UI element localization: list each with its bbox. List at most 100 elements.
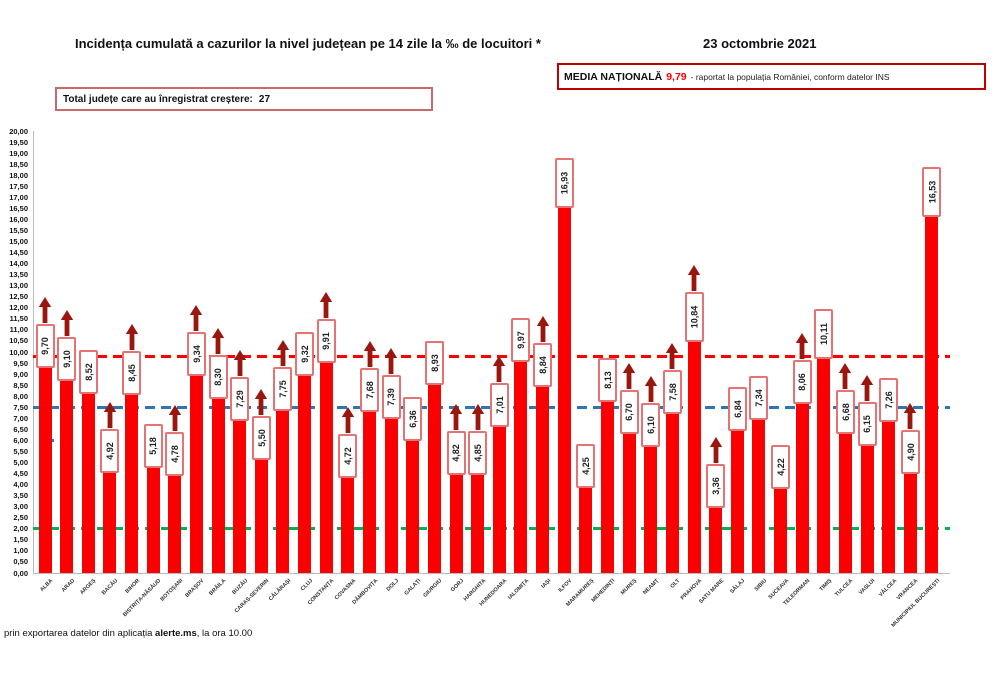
bar (81, 384, 95, 573)
y-axis-tick-label: 19,50 (9, 137, 28, 147)
y-axis-tick-label: 17,00 (9, 192, 28, 202)
bar-value-text: 16,93 (559, 171, 570, 195)
bar (795, 394, 809, 573)
bar-value-text: 7,01 (494, 396, 505, 414)
bar-value-label: 4,85 (468, 430, 488, 475)
bar (600, 393, 614, 573)
bar-value-label: 6,10 (641, 403, 661, 448)
bar-value-text: 10,84 (689, 306, 700, 329)
y-axis-tick-label: 13,50 (9, 270, 28, 280)
bar-value-label: 4,78 (165, 432, 185, 477)
national-average-line (33, 355, 950, 359)
bar-value-text: 4,25 (580, 457, 591, 475)
total-increase-value: 27 (258, 93, 271, 105)
footer-app-name: alerte.ms (155, 628, 197, 639)
y-axis-tick-label: 9,50 (13, 358, 28, 368)
bar-value-text: 8,52 (83, 362, 94, 381)
bar (125, 386, 139, 573)
national-average-note: - raportat la populația României, confor… (690, 71, 890, 82)
increase-arrow-icon (622, 362, 636, 389)
bar-value-text: 7,58 (667, 383, 678, 402)
national-average-box: MEDIA NAȚIONALĂ 9,79 - raportat la popul… (557, 63, 986, 90)
y-axis-tick-label: 2,00 (13, 524, 28, 534)
bar (709, 498, 723, 573)
bar-value-label: 9,32 (295, 332, 315, 377)
increase-arrow-icon (38, 296, 52, 323)
bar (427, 375, 441, 573)
bar-value-text: 7,34 (753, 389, 764, 407)
bar-value-label: 9,70 (35, 323, 55, 368)
bar (146, 458, 160, 573)
increase-arrow-icon (903, 402, 917, 429)
increase-arrow-icon (449, 404, 463, 431)
y-axis-tick-label: 11,00 (9, 325, 28, 335)
bar-value-text: 4,90 (905, 442, 916, 461)
y-axis-tick-label: 0,00 (13, 568, 28, 578)
national-average-value: 9,79 (666, 70, 687, 83)
bar-value-text: 4,78 (169, 445, 180, 464)
bar (665, 405, 679, 573)
y-axis-tick-label: 11,50 (9, 314, 28, 324)
y-axis-tick-label: 15,50 (9, 225, 28, 235)
bar-value-label: 9,91 (316, 318, 336, 363)
y-axis-tick-label: 7,50 (13, 402, 28, 412)
threshold-2-line (33, 527, 950, 531)
y-axis-tick-label: 18,00 (9, 170, 28, 180)
bar-value-label: 6,84 (727, 386, 747, 431)
bar-value-text: 7,68 (364, 381, 375, 400)
bar-value-label: 4,90 (900, 429, 920, 474)
bar-value-label: 8,93 (424, 340, 444, 385)
report-date: 23 octombrie 2021 (703, 36, 817, 51)
threshold-6-short-mark (44, 438, 76, 442)
bar (774, 479, 788, 573)
y-axis-tick-label: 3,00 (13, 502, 28, 512)
national-average-label: MEDIA NAȚIONALĂ (564, 70, 663, 83)
bar (60, 371, 74, 573)
bar-value-text: 8,45 (126, 364, 137, 383)
bar-value-label: 8,30 (208, 354, 228, 399)
y-axis-tick-label: 14,50 (9, 248, 28, 258)
y-axis-tick-label: 1,00 (13, 546, 28, 556)
increase-arrow-icon (536, 315, 550, 342)
increase-arrow-icon (103, 402, 117, 429)
y-axis-tick-label: 7,00 (13, 413, 28, 423)
bar-value-label: 8,52 (78, 349, 98, 394)
bar-value-text: 4,82 (451, 444, 462, 463)
bar-value-text: 8,93 (429, 353, 440, 372)
bar-value-text: 7,26 (883, 390, 894, 409)
y-axis-tick-label: 1,50 (13, 535, 28, 545)
bar (860, 437, 874, 573)
y-axis-tick-label: 8,50 (13, 380, 28, 390)
bar-value-text: 7,39 (386, 387, 397, 406)
bar-value-label: 4,22 (771, 444, 791, 489)
bar (276, 401, 290, 573)
increase-arrow-icon (687, 265, 701, 292)
bar-value-label: 6,15 (857, 402, 877, 447)
y-axis-tick-label: 20,00 (9, 126, 28, 136)
bar-value-text: 4,22 (775, 457, 786, 476)
increase-arrow-icon (471, 403, 485, 430)
increase-arrow-icon (665, 343, 679, 370)
bar-value-text: 6,70 (624, 403, 635, 421)
bar (363, 403, 376, 573)
bar-value-text: 7,75 (277, 379, 288, 398)
y-axis-tick-label: 10,50 (9, 336, 28, 346)
bar (817, 349, 831, 573)
bar-value-text: 4,85 (472, 444, 483, 462)
bar (579, 479, 593, 573)
increase-arrow-icon (838, 363, 852, 390)
bar-value-text: 8,30 (213, 367, 224, 386)
increase-arrow-icon (341, 406, 355, 433)
bar-value-text: 6,84 (732, 400, 743, 418)
bar (38, 358, 52, 573)
bar-value-text: 16,53 (926, 180, 937, 203)
increase-arrow-icon (189, 304, 203, 331)
y-axis-tick-label: 16,50 (9, 203, 28, 213)
bar (536, 377, 550, 573)
bar (557, 198, 571, 573)
increase-arrow-icon (795, 332, 809, 359)
y-axis-tick-label: 10,00 (9, 347, 28, 357)
bar-value-label: 16,53 (922, 166, 942, 217)
footer-prefix: prin exportarea datelor din aplicația (4, 628, 156, 639)
